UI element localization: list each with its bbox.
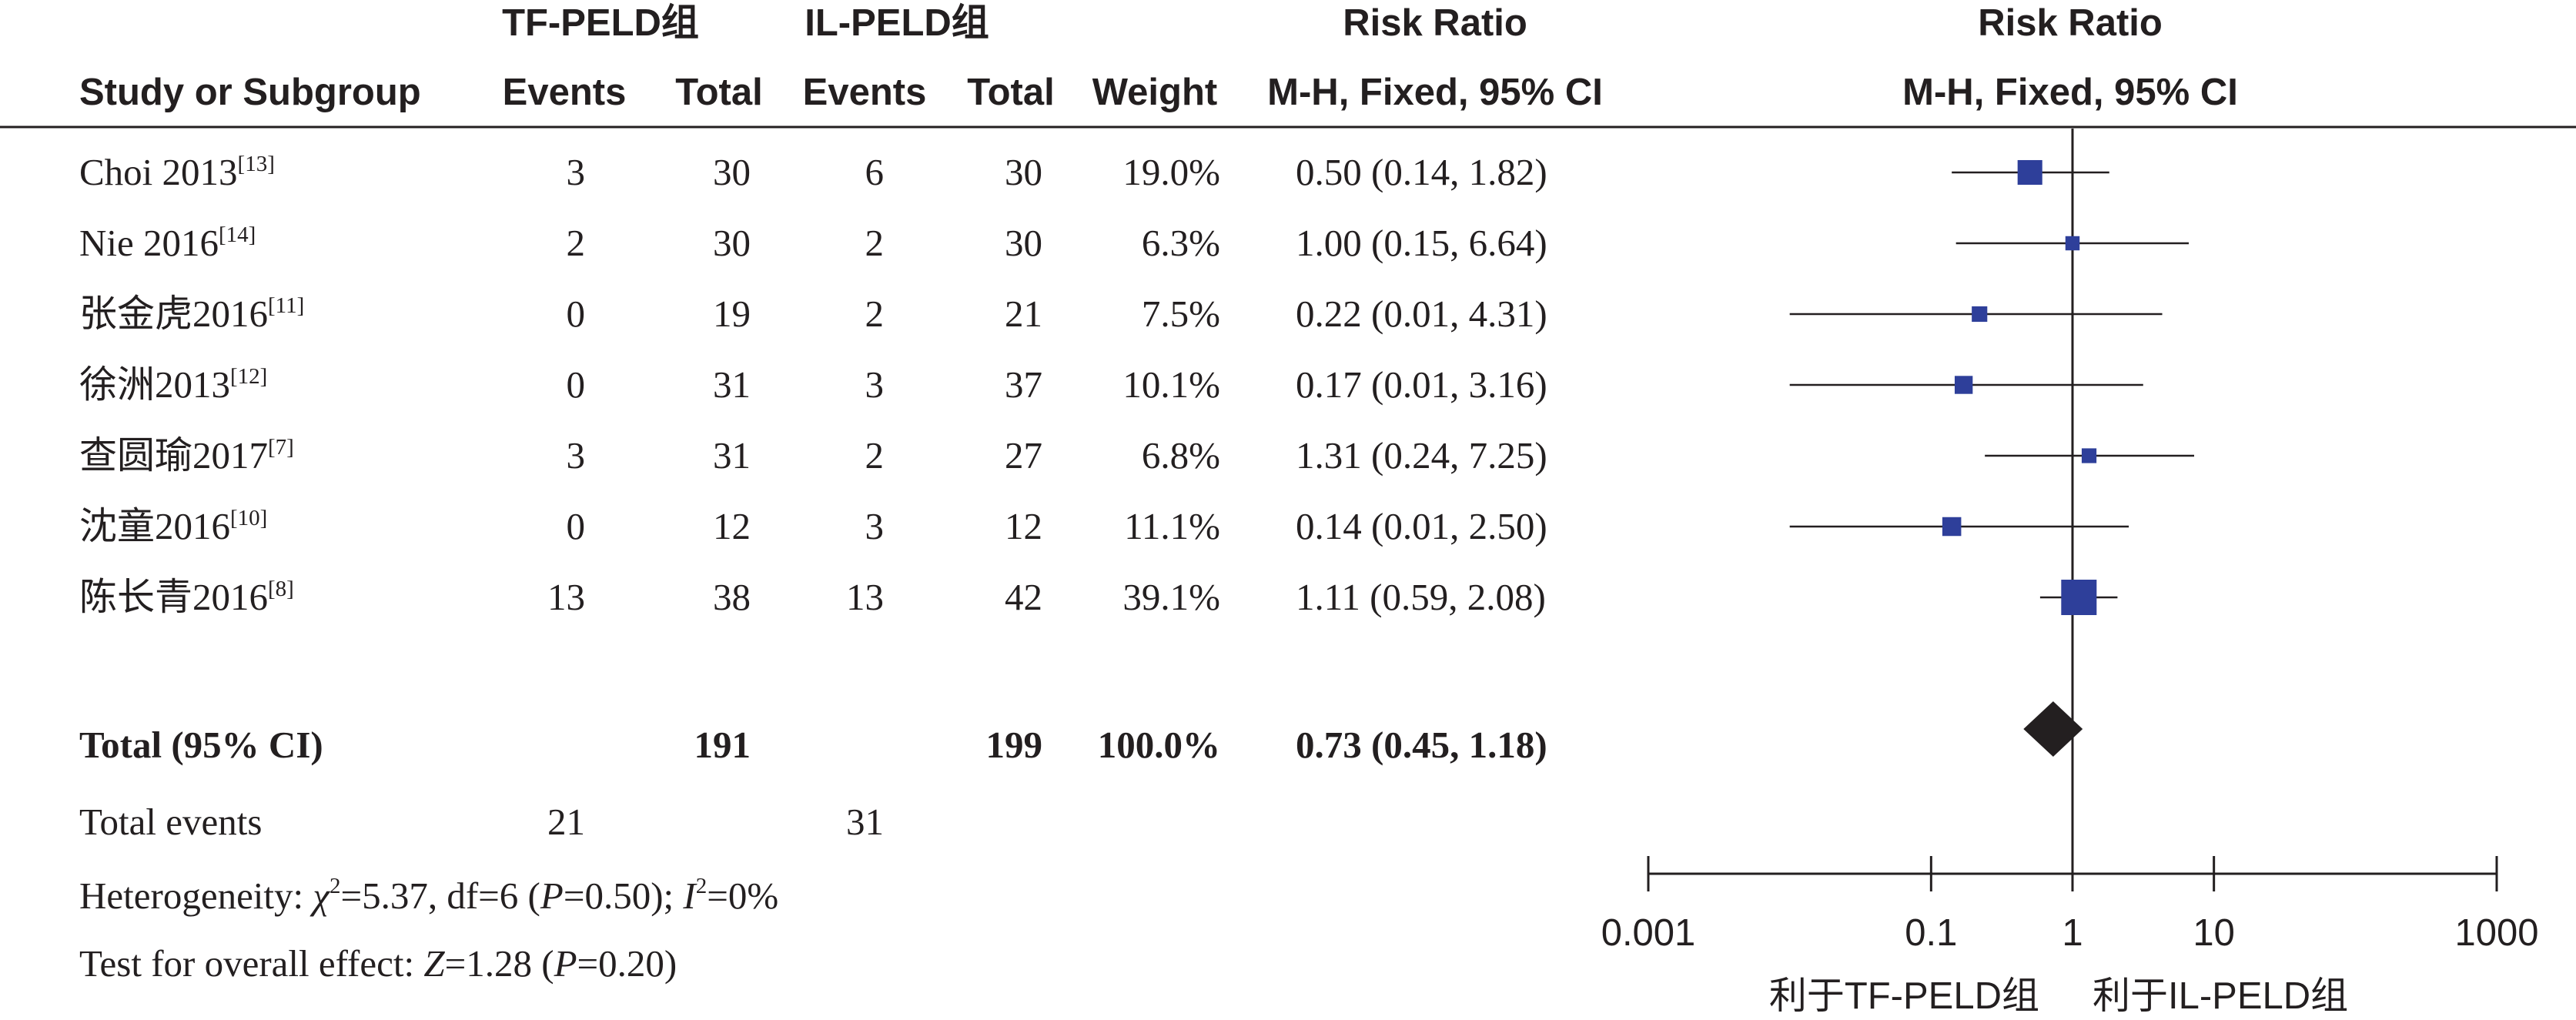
study-row: Nie 2016[14] 2 30 2 30 6.3% 1.00 (0.15, 6.64) [79,222,1547,264]
method-plot-header: M-H, Fixed, 95% CI [1902,72,2238,113]
group1-events-cell: 3 [567,434,586,477]
x-axis-ticks: 0.001 0.1 1 10 1000 [1601,856,2539,954]
group1-events-cell: 2 [567,222,586,264]
ci-cell: 1.00 (0.15, 6.64) [1296,222,1547,264]
total-ci: 0.73 (0.45, 1.18) [1296,724,1547,766]
weight-cell: 10.1% [1122,363,1220,406]
group1-events-cell: 13 [547,576,585,618]
heterogeneity-text: Heterogeneity: χ2=5.37, df=6 (P=0.50); I… [79,874,778,917]
group1-total-cell: 31 [713,363,751,406]
group2-total-cell: 30 [1005,222,1042,264]
study-name: Choi 2013[13] [79,151,275,193]
weight-cell: 39.1% [1122,576,1220,618]
weight-cell: 19.0% [1122,151,1220,193]
weight-header: Weight [1092,72,1217,113]
study-rows: Choi 2013[13] 3 30 6 30 19.0% 0.50 (0.14, 1.82… [79,151,1547,618]
study-row: 查圆瑜2017[7] 3 31 2 27 6.8% 1.31 (0.24, 7.25) [79,434,1547,477]
total-events-group1: 21 [547,801,585,843]
study-row: 陈长青2016[8] 13 38 13 42 39.1% 1.11 (0.59, 2.08) [79,576,1546,618]
group2-events-header: Events [803,72,927,113]
group2-events-cell: 3 [865,363,885,406]
group2-total-header: Total [967,72,1054,113]
group2-events-cell: 13 [846,576,884,618]
risk-ratio-plot-header: Risk Ratio [1978,2,2163,44]
group2-events-cell: 2 [865,434,885,477]
study-name: 沈童2016[10] [79,505,267,547]
total-group2: 199 [986,724,1043,766]
group2-total-cell: 21 [1005,293,1042,335]
study-name: 查圆瑜2017[7] [79,434,294,477]
ci-cell: 0.50 (0.14, 1.82) [1296,151,1547,193]
point-estimate [2017,159,2042,186]
group2-total-cell: 37 [1005,363,1042,406]
weight-cell: 6.3% [1142,222,1220,264]
risk-ratio-header: Risk Ratio [1343,2,1527,44]
group2-total-cell: 27 [1005,434,1042,477]
favours-right-label: 利于IL-PELD组 [2093,975,2348,1017]
group2-events-cell: 6 [865,151,885,193]
group2-events-cell: 3 [865,505,885,547]
study-name: 徐洲2013[12] [79,363,267,406]
group2-total-cell: 12 [1005,505,1042,547]
total-group1: 191 [694,724,751,766]
point-estimate [1954,376,1973,394]
ci-cell: 0.22 (0.01, 4.31) [1296,293,1547,335]
total-weight: 100.0% [1098,724,1220,766]
favours-left-label: 利于TF-PELD组 [1769,975,2039,1017]
group1-events-cell: 0 [567,505,586,547]
study-column-header: Study or Subgroup [79,72,421,113]
group2-header: IL-PELD组 [805,2,989,44]
weight-cell: 11.1% [1124,505,1220,547]
total-events-group2: 31 [846,801,884,843]
group1-events-header: Events [503,72,627,113]
group2-total-cell: 42 [1005,576,1042,618]
weight-cell: 6.8% [1142,434,1220,477]
point-estimate [1972,306,1988,323]
group2-events-cell: 2 [865,222,885,264]
study-name: 张金虎2016[11] [79,293,304,335]
plot-area [1789,129,2195,874]
overall-effect-text: Test for overall effect: Z=1.28 (P=0.20) [79,942,677,985]
group1-header: TF-PELD组 [502,2,699,44]
pooled-diamond [2023,701,2083,757]
ci-cell: 0.14 (0.01, 2.50) [1296,505,1547,547]
x-tick-label: 1 [2062,912,2083,954]
study-row: 张金虎2016[11] 0 19 2 21 7.5% 0.22 (0.01, 4.31) [79,293,1547,335]
point-estimate [2065,236,2080,251]
study-name: Nie 2016[14] [79,222,256,264]
total-events-label: Total events [79,801,262,843]
ci-cell: 0.17 (0.01, 3.16) [1296,363,1547,406]
study-name: 陈长青2016[8] [79,576,294,618]
group1-total-cell: 30 [713,151,751,193]
group1-total-header: Total [675,72,762,113]
point-estimate [2061,580,2097,615]
group1-total-cell: 19 [713,293,751,335]
x-tick-label: 1000 [2454,912,2538,954]
x-tick-label: 0.1 [1905,912,1957,954]
group1-events-cell: 3 [567,151,586,193]
group2-total-cell: 30 [1005,151,1042,193]
group2-events-cell: 2 [865,293,885,335]
ci-cell: 1.11 (0.59, 2.08) [1296,576,1546,618]
point-estimate [1942,517,1962,537]
ci-cell: 1.31 (0.24, 7.25) [1296,434,1547,477]
study-row: 沈童2016[10] 0 12 3 12 11.1% 0.14 (0.01, 2.50) [79,505,1547,547]
group1-events-cell: 0 [567,293,586,335]
study-row: Choi 2013[13] 3 30 6 30 19.0% 0.50 (0.14, 1.82… [79,151,1547,193]
study-row: 徐洲2013[12] 0 31 3 37 10.1% 0.17 (0.01, 3.16) [79,363,1547,406]
group1-total-cell: 38 [713,576,751,618]
x-tick-label: 0.001 [1601,912,1696,954]
method-header: M-H, Fixed, 95% CI [1267,72,1603,113]
group1-total-cell: 30 [713,222,751,264]
group1-events-cell: 0 [567,363,586,406]
x-tick-label: 10 [2193,912,2235,954]
group1-total-cell: 12 [713,505,751,547]
weight-cell: 7.5% [1142,293,1220,335]
point-estimate [2081,448,2097,463]
total-label: Total (95% CI) [79,724,323,766]
group1-total-cell: 31 [713,434,751,477]
